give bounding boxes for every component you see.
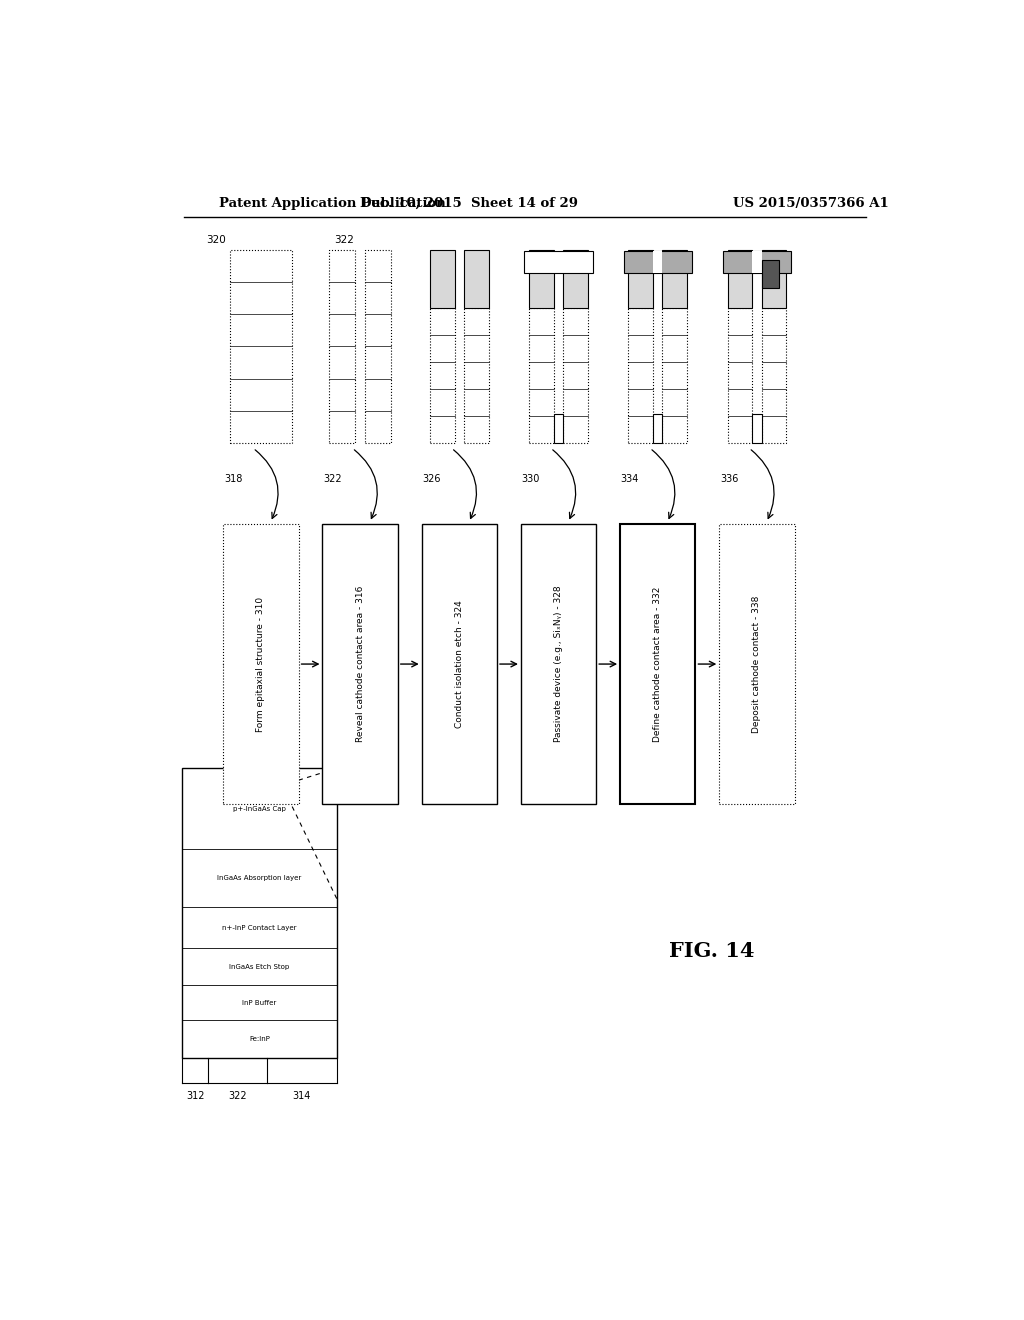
Text: Form epitaxial structure - 310: Form epitaxial structure - 310	[256, 597, 265, 731]
Text: n+-InP Contact Layer: n+-InP Contact Layer	[222, 924, 297, 931]
Bar	[422, 524, 497, 804]
Bar	[430, 249, 455, 308]
Bar	[620, 524, 695, 804]
Text: Dec. 10, 2015  Sheet 14 of 29: Dec. 10, 2015 Sheet 14 of 29	[360, 197, 579, 210]
Bar	[653, 251, 663, 273]
Text: 322: 322	[323, 474, 342, 483]
Bar	[753, 251, 762, 273]
Bar	[663, 308, 687, 444]
Text: InP Buffer: InP Buffer	[243, 999, 276, 1006]
Text: Reveal cathode contact area - 316: Reveal cathode contact area - 316	[355, 586, 365, 742]
Bar	[624, 251, 692, 273]
Bar	[563, 308, 588, 444]
Text: InGaAs Absorption layer: InGaAs Absorption layer	[217, 875, 301, 882]
Bar	[464, 249, 488, 308]
Text: Conduct isolation etch - 324: Conduct isolation etch - 324	[455, 601, 464, 727]
Bar	[529, 249, 554, 308]
Text: Fe:InP: Fe:InP	[249, 1036, 269, 1041]
Text: 320: 320	[206, 235, 226, 244]
Bar	[230, 249, 292, 444]
Text: 326: 326	[422, 474, 440, 483]
Text: 312: 312	[186, 1092, 205, 1101]
Bar	[563, 249, 588, 308]
Bar	[719, 524, 795, 804]
Text: Passivate device (e.g., SiₓNᵧ) - 328: Passivate device (e.g., SiₓNᵧ) - 328	[554, 586, 563, 742]
Bar	[663, 249, 687, 308]
Bar	[524, 251, 593, 273]
Text: 336: 336	[720, 474, 738, 483]
Bar	[554, 414, 563, 444]
Bar	[723, 251, 792, 273]
Bar	[762, 249, 786, 308]
Bar	[753, 414, 762, 444]
Text: 330: 330	[521, 474, 540, 483]
Bar	[762, 260, 779, 289]
Text: 334: 334	[621, 474, 639, 483]
Bar	[182, 768, 337, 1057]
Text: Define cathode contact area - 332: Define cathode contact area - 332	[653, 586, 663, 742]
Text: InGaAs Etch Stop: InGaAs Etch Stop	[229, 964, 290, 970]
Bar	[329, 249, 355, 444]
Text: 318: 318	[224, 474, 243, 483]
Bar	[529, 308, 554, 444]
Text: 314: 314	[293, 1092, 311, 1101]
Text: 322: 322	[228, 1092, 247, 1101]
Text: p+-InGaAs Cap: p+-InGaAs Cap	[232, 805, 286, 812]
Text: Patent Application Publication: Patent Application Publication	[219, 197, 446, 210]
Bar	[629, 249, 653, 308]
Bar	[464, 308, 488, 444]
Bar	[223, 524, 299, 804]
Text: 322: 322	[334, 235, 353, 244]
Bar	[728, 249, 753, 308]
Bar	[365, 249, 391, 444]
Bar	[521, 524, 596, 804]
Text: US 2015/0357366 A1: US 2015/0357366 A1	[732, 197, 889, 210]
Bar	[762, 308, 786, 444]
Bar	[653, 414, 663, 444]
Bar	[629, 308, 653, 444]
Text: FIG. 14: FIG. 14	[669, 941, 754, 961]
Text: Deposit cathode contact - 338: Deposit cathode contact - 338	[753, 595, 762, 733]
Bar	[323, 524, 397, 804]
Bar	[430, 308, 455, 444]
Bar	[728, 308, 753, 444]
